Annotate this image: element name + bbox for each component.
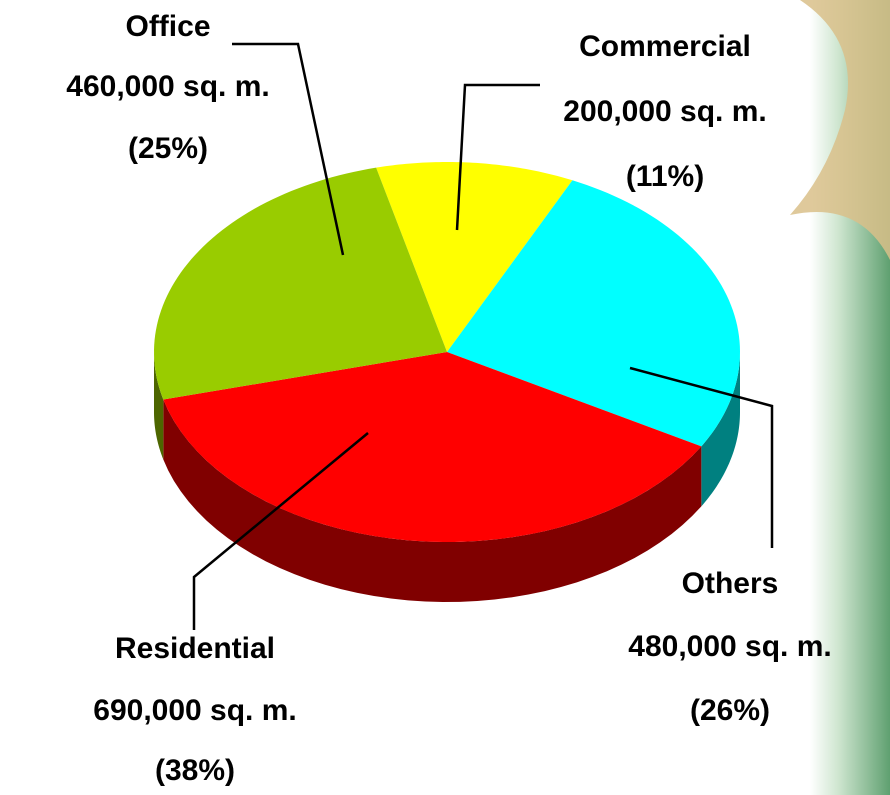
value-label: 690,000 sq. m. — [93, 694, 296, 727]
percent-label: (11%) — [626, 160, 704, 193]
value-label: 200,000 sq. m. — [563, 95, 766, 128]
pie-sides — [154, 352, 740, 602]
value-label: 480,000 sq. m. — [628, 630, 831, 663]
leader-line — [232, 42, 345, 256]
slice — [376, 162, 573, 352]
decoration — [790, 0, 890, 260]
leader-line — [629, 366, 774, 548]
percent-label: (25%) — [128, 132, 208, 165]
slice-side — [163, 399, 702, 602]
category-label: Commercial — [579, 30, 751, 63]
slice — [447, 180, 740, 447]
category-label: Office — [125, 10, 210, 43]
category-label: Residential — [115, 632, 275, 665]
category-label: Others — [682, 567, 779, 600]
slice-side — [154, 352, 164, 460]
percent-label: (26%) — [690, 694, 770, 727]
slice — [163, 352, 702, 542]
percent-label: (38%) — [155, 754, 235, 787]
pie-tops — [154, 162, 740, 542]
leader-line — [192, 432, 369, 630]
labels: Commercial 200,000 sq. m. (11%) Others 480,0… — [66, 10, 831, 787]
leader-line — [455, 83, 540, 231]
slice — [154, 167, 447, 400]
slice-side — [701, 352, 740, 507]
value-label: 460,000 sq. m. — [66, 70, 269, 103]
